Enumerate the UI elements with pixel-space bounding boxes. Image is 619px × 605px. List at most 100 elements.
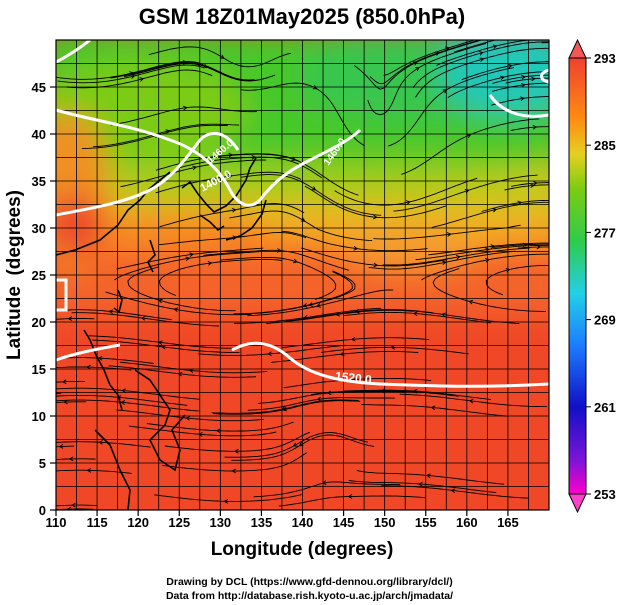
streamline-arrow: [499, 75, 505, 81]
streamline: [130, 62, 276, 82]
streamline: [247, 397, 395, 411]
streamline: [388, 67, 515, 147]
x-tick-label: 130: [209, 515, 231, 530]
streamline: [432, 268, 546, 312]
streamline-arrow: [415, 67, 420, 72]
streamline: [367, 42, 487, 116]
streamline-arrow: [311, 186, 317, 191]
streamline-arrow: [522, 242, 528, 248]
streamline: [56, 380, 85, 383]
streamline: [197, 344, 346, 356]
colorbar: 253 261 269 277 285 293: [568, 38, 616, 514]
colorbar-tick-label: 293: [594, 51, 616, 66]
x-tick-label: 110: [46, 515, 67, 530]
y-axis-label: Latitude (degrees): [4, 190, 25, 360]
streamline: [412, 41, 549, 89]
x-axis: 110 115 120 125 130 135 140 145 150 155 160 165: [46, 510, 519, 530]
streamline: [436, 40, 533, 66]
streamline: [447, 71, 549, 98]
streamline-arrow: [68, 456, 74, 462]
streamline-arrow: [233, 448, 239, 454]
colorbar-tick-label: 285: [594, 138, 616, 153]
streamline-arrow: [350, 336, 356, 342]
streamline-arrow: [228, 152, 234, 158]
streamline: [159, 258, 282, 296]
streamline-arrow: [517, 200, 523, 206]
streamline: [56, 357, 154, 364]
streamline: [304, 185, 447, 219]
streamline-arrow: [446, 232, 452, 237]
streamline: [481, 199, 549, 212]
colorbar-tick-label: 269: [594, 313, 616, 328]
streamline: [213, 400, 361, 415]
streamline-arrow: [197, 432, 203, 437]
streamline-arrow: [353, 246, 359, 251]
streamline-arrow: [520, 82, 526, 88]
streamline-arrow: [302, 303, 308, 308]
streamline-arrow: [177, 371, 183, 377]
x-tick-label: 150: [374, 515, 396, 530]
streamline-arrow: [189, 252, 195, 257]
streamline-arrow: [468, 398, 474, 404]
colorbar-bottom-arrow: [568, 493, 587, 514]
streamline-arrow: [492, 44, 498, 49]
streamline-arrow: [520, 96, 526, 101]
streamline-arrow: [207, 260, 213, 266]
streamline: [393, 174, 538, 212]
streamline-arrow: [316, 303, 321, 308]
streamline-arrow: [173, 307, 179, 312]
y-tick-label: 40: [32, 127, 46, 142]
streamline: [247, 289, 394, 317]
streamline: [270, 351, 419, 363]
streamline: [114, 251, 260, 281]
x-tick-label: 115: [87, 515, 108, 530]
footer-credit-dcl: Drawing by DCL (https://www.gfd-dennou.o…: [166, 576, 453, 588]
streamline: [361, 403, 509, 417]
streamline: [285, 309, 434, 322]
x-tick-label: 155: [415, 515, 437, 530]
streamline-arrow: [231, 468, 236, 474]
y-tick-label: 20: [32, 315, 46, 330]
streamline: [321, 346, 469, 355]
streamline: [56, 61, 203, 80]
grid: [55, 39, 550, 511]
streamline-arrow: [536, 244, 542, 250]
streamline-arrow: [182, 105, 188, 111]
streamline: [56, 504, 98, 507]
streamline-arrow: [435, 51, 441, 56]
streamline: [164, 431, 310, 452]
streamline-arrow: [442, 89, 448, 94]
y-tick-label: 15: [32, 362, 46, 377]
streamline: [211, 399, 359, 414]
streamline-arrow: [507, 63, 513, 69]
streamline: [454, 40, 498, 53]
streamline: [283, 377, 432, 389]
streamline: [373, 224, 521, 240]
chart-title: GSM 18Z01May2025 (850.0hPa): [139, 4, 466, 29]
streamline: [56, 458, 96, 460]
streamline-arrow: [326, 390, 332, 396]
x-axis-label: Longitude (degrees): [211, 539, 394, 560]
streamline-arrow: [63, 399, 68, 405]
streamline: [219, 256, 337, 300]
streamline: [159, 203, 305, 228]
y-tick-label: 35: [32, 174, 46, 189]
streamline-arrow: [479, 57, 485, 62]
streamline-arrow: [86, 468, 92, 473]
colorbar-tick-label: 277: [594, 225, 616, 240]
streamline: [56, 399, 199, 412]
streamline-arrow: [321, 480, 327, 485]
streamline: [491, 82, 549, 92]
streamline-arrow: [455, 254, 461, 260]
streamline: [233, 271, 353, 315]
colorbar-tick-label: 261: [594, 400, 616, 415]
streamline-arrow: [468, 299, 474, 305]
streamline-arrow: [58, 444, 64, 449]
streamline: [348, 480, 497, 494]
streamline-arrow: [478, 51, 484, 56]
colorbar-tick-label: 253: [594, 487, 616, 502]
streamline: [383, 40, 477, 77]
streamline-arrow: [282, 406, 288, 412]
streamline: [428, 242, 549, 256]
streamline: [66, 69, 213, 89]
